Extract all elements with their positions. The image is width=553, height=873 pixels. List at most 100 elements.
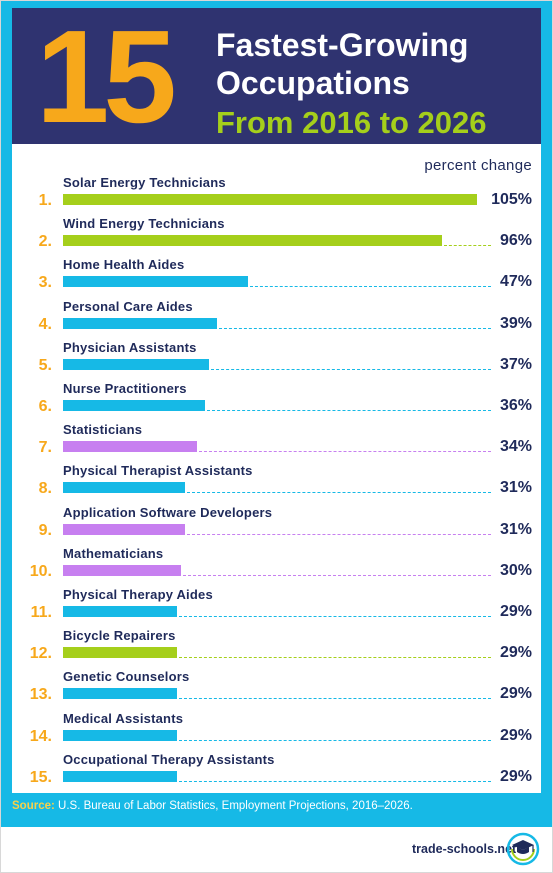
category-label: Application Software Developers: [63, 504, 273, 520]
bar: [63, 688, 177, 700]
guide-line: [179, 657, 491, 659]
bar: [63, 276, 248, 288]
chart-row: 7. Statisticians 34%: [12, 422, 541, 464]
bar: [63, 606, 177, 617]
source-note: Source: U.S. Bureau of Labor Statistics,…: [12, 800, 413, 812]
bar: [63, 400, 205, 411]
value-label: 29%: [499, 685, 532, 703]
guide-line: [211, 368, 491, 370]
rank-label: 12.: [29, 645, 52, 663]
guide-line: [179, 616, 491, 617]
category-label: Bicycle Repairers: [63, 628, 176, 644]
value-label: 96%: [499, 232, 532, 250]
rank-label: 1.: [38, 192, 52, 209]
category-label: Personal Care Aides: [63, 298, 193, 314]
rank-label: 3.: [38, 274, 52, 292]
guide-line: [444, 245, 491, 247]
value-label: 30%: [499, 561, 532, 579]
category-label: Mathematicians: [63, 545, 164, 561]
bar: [63, 194, 477, 205]
title-line-3: From 2016 to 2026: [216, 105, 487, 140]
chart-row: 10. Mathematicians 30%: [12, 545, 541, 588]
source-label: Source:: [12, 800, 55, 812]
rank-label: 14.: [29, 727, 52, 745]
value-label: 29%: [499, 726, 532, 744]
title-line-1: Fastest-Growing: [216, 27, 469, 63]
rank-label: 4.: [38, 315, 52, 333]
value-label: 29%: [499, 603, 532, 620]
bar: [63, 564, 181, 576]
site-name: trade-schools.net: [412, 842, 517, 856]
category-label: Genetic Counselors: [63, 669, 190, 685]
value-label: 39%: [499, 314, 532, 332]
bar: [63, 358, 209, 370]
category-label: Medical Assistants: [63, 710, 184, 726]
value-label: 29%: [499, 767, 532, 785]
bar: [63, 647, 177, 659]
rank-label: 7.: [38, 439, 52, 457]
rank-label: 13.: [29, 686, 52, 704]
value-label: 47%: [499, 273, 532, 291]
rank-label: 10.: [29, 562, 52, 580]
chart-row: 9. Application Software Developers 31%: [12, 504, 541, 547]
bar: [63, 317, 217, 329]
guide-line: [187, 492, 491, 494]
value-label: 34%: [499, 438, 532, 456]
guide-line: [183, 574, 491, 576]
guide-line: [179, 780, 491, 782]
value-label: 29%: [499, 644, 532, 662]
category-label: Wind Energy Technicians: [63, 216, 225, 232]
guide-line: [199, 451, 491, 453]
header-banner: 15 Fastest-Growing Occupations From 2016…: [12, 3, 541, 150]
category-label: Physical Therapist Assistants: [63, 463, 253, 479]
chart-row: 12. Bicycle Repairers 29%: [12, 628, 541, 670]
category-label: Statisticians: [63, 422, 143, 438]
chart-row: 6. Nurse Practitioners 36%: [12, 381, 541, 423]
guide-line: [179, 739, 491, 741]
category-label: Home Health Aides: [63, 257, 185, 273]
title-line-2: Occupations: [216, 65, 410, 101]
chart-panel: percent change 1. Solar Energy Technician…: [12, 144, 541, 793]
value-label: 31%: [499, 520, 532, 538]
rank-label: 6.: [38, 398, 52, 415]
rank-label: 11.: [30, 604, 52, 621]
guide-line: [250, 286, 491, 288]
chart-row: 14. Medical Assistants 29%: [12, 710, 541, 753]
bar: [63, 235, 442, 247]
category-label: Nurse Practitioners: [63, 381, 187, 396]
bar: [63, 441, 197, 453]
chart-row: 3. Home Health Aides 47%: [12, 257, 541, 299]
category-label: Physician Assistants: [63, 339, 197, 355]
bar: [63, 770, 177, 782]
rank-label: 8.: [38, 480, 52, 498]
value-label: 37%: [499, 355, 532, 373]
chart-row: 5. Physician Assistants 37%: [12, 339, 541, 382]
chart-row: 4. Personal Care Aides 39%: [12, 298, 541, 341]
chart-row: 13. Genetic Counselors 29%: [12, 669, 541, 711]
rank-label: 15.: [29, 768, 52, 786]
rank-label: 5.: [38, 356, 52, 374]
chart-row: 1. Solar Energy Technicians 105%: [12, 175, 541, 217]
category-label: Physical Therapy Aides: [63, 587, 213, 602]
chart-row: 8. Physical Therapist Assistants 31%: [12, 463, 541, 505]
guide-line: [219, 327, 491, 329]
category-label: Solar Energy Technicians: [63, 175, 226, 190]
guide-line: [179, 698, 491, 700]
rank-label: 2.: [38, 233, 52, 251]
bar: [63, 482, 185, 494]
chart-row: 11. Physical Therapy Aides 29%: [12, 587, 541, 629]
source-text: U.S. Bureau of Labor Statistics, Employm…: [54, 800, 413, 812]
value-unit-label: percent change: [424, 157, 532, 174]
rank-label: 9.: [38, 521, 52, 539]
value-label: 36%: [499, 397, 532, 414]
chart-row: 15. Occupational Therapy Assistants 29%: [12, 751, 541, 794]
guide-line: [187, 533, 491, 535]
bar: [63, 523, 185, 535]
value-label: 31%: [499, 479, 532, 497]
guide-line: [207, 410, 491, 411]
bar: [63, 729, 177, 741]
header-number: 15: [36, 3, 177, 150]
value-label: 105%: [491, 191, 532, 208]
category-label: Occupational Therapy Assistants: [63, 751, 275, 767]
